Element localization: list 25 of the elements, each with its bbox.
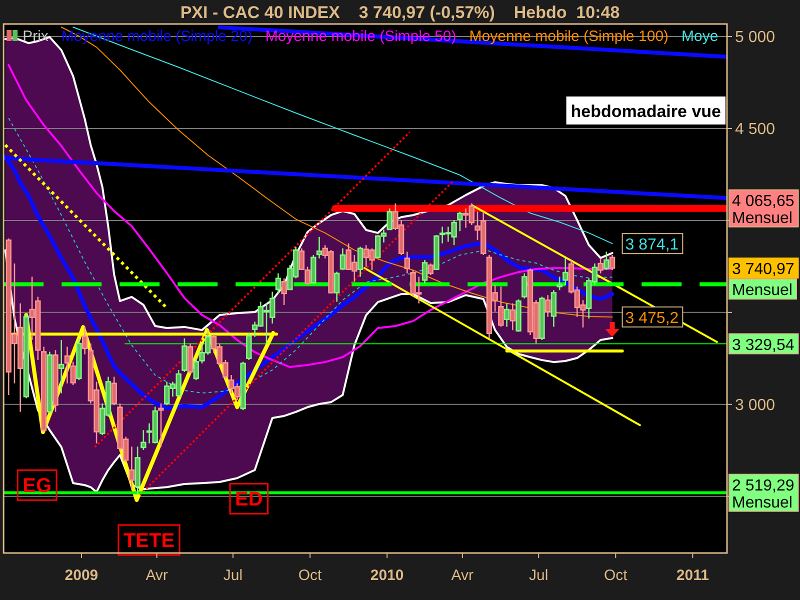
text: Moye xyxy=(682,28,718,45)
data-label: 3 874,1 xyxy=(625,236,679,254)
annotation: ED xyxy=(235,488,263,511)
y-tick-label: 5 000 xyxy=(735,29,776,46)
x-tick-label: Jul xyxy=(529,567,548,584)
data-label: 3 475,2 xyxy=(625,310,679,327)
ref-line-label: Mensuel xyxy=(732,282,792,300)
x-tick-label: Oct xyxy=(604,567,628,584)
x-tick-label: 2009 xyxy=(64,567,98,584)
annotation: hebdomadaire vue xyxy=(570,102,722,121)
y-tick-label: 4 500 xyxy=(735,121,776,138)
data-label: 4 065,65 Mensuel xyxy=(732,192,794,227)
ref-line-label: 2 519,29 Mensuel xyxy=(732,477,794,512)
x-tick-label: 2011 xyxy=(676,567,709,584)
y-tick-label: 3 000 xyxy=(735,396,776,414)
data-label: 3 329,54 xyxy=(732,336,794,354)
annotation: TETE xyxy=(123,530,175,552)
chart-title: PXI - CAC 40 INDEX 3 740,97 (-0,57%) Hebdo 10:48 xyxy=(180,3,620,22)
x-tick-label: 2010 xyxy=(370,567,404,584)
x-tick-label: Oct xyxy=(298,567,323,584)
text: Moyenne mobile (Simple 100) xyxy=(469,28,669,45)
x-tick-label: Avr xyxy=(146,567,168,584)
x-tick-label: Jul xyxy=(223,567,243,584)
x-tick-label: Avr xyxy=(451,567,474,584)
text: 3 740,97 xyxy=(732,261,794,278)
